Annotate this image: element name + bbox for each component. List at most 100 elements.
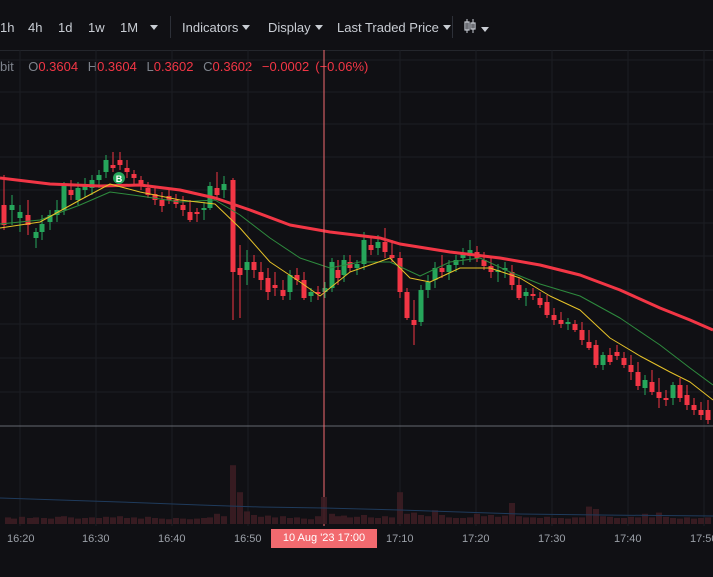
candle-down — [614, 352, 620, 356]
interval-more-dropdown[interactable] — [146, 20, 158, 35]
candle-down — [265, 278, 271, 292]
candle-down — [301, 280, 307, 298]
volume-bar — [425, 516, 431, 524]
volume-bar — [614, 518, 620, 524]
volume-bar — [375, 518, 381, 524]
interval-1w[interactable]: 1w — [88, 20, 105, 35]
close-value: 0.3602 — [212, 59, 253, 74]
volume-bar — [593, 509, 599, 524]
volume-bar — [166, 519, 172, 524]
volume-bar — [82, 518, 88, 524]
chart-type-menu[interactable] — [463, 18, 489, 37]
candle-down — [635, 372, 641, 386]
candle-up — [308, 292, 314, 296]
candle-down — [551, 315, 557, 320]
volume-bar — [321, 497, 327, 524]
candle-down — [607, 355, 613, 362]
candle-down — [663, 398, 669, 400]
low-key: L — [146, 59, 154, 74]
candle-down — [439, 268, 445, 272]
volume-bar — [5, 517, 11, 524]
candle-up — [61, 185, 67, 210]
symbol-source: bit — [0, 59, 14, 74]
price-type-menu[interactable]: Last Traded Price — [337, 20, 451, 35]
ma-mid-line — [0, 191, 713, 386]
candle-down — [335, 270, 341, 278]
toolbar-divider — [452, 16, 453, 38]
display-menu[interactable]: Display — [268, 20, 323, 35]
candle-down — [251, 262, 257, 270]
volume-bar — [530, 517, 536, 524]
candle-up — [103, 160, 109, 172]
candle-down — [516, 285, 522, 298]
candlestick-icon — [464, 19, 476, 33]
candle-up — [354, 264, 360, 268]
candle-down — [68, 190, 74, 195]
candle-down — [124, 168, 130, 172]
candle-down — [488, 266, 494, 272]
volume-bar — [649, 517, 655, 524]
candle-up — [361, 240, 367, 264]
volume-bar — [572, 517, 578, 524]
volume-bar — [495, 516, 501, 524]
change-value: −0.0002 — [261, 59, 310, 74]
candle-up — [39, 224, 45, 232]
candle-up — [375, 242, 381, 248]
price-chart[interactable]: B — [0, 50, 713, 527]
chevron-down-icon — [442, 25, 451, 31]
candle-up — [9, 205, 15, 210]
candle-up — [446, 265, 452, 272]
interval-4h[interactable]: 4h — [28, 20, 43, 35]
volume-bar — [382, 516, 388, 524]
volume-bar — [537, 518, 543, 524]
volume-bar — [48, 518, 54, 524]
volume-bar — [691, 518, 697, 524]
candle-up — [221, 184, 227, 190]
volume-bar — [280, 516, 286, 524]
open-key: O — [28, 59, 39, 74]
interval-1M[interactable]: 1M — [120, 20, 139, 35]
x-tick-label: 16:20 — [7, 533, 35, 545]
volume-bar — [27, 518, 33, 524]
candle-up — [642, 380, 648, 388]
interval-1d[interactable]: 1d — [58, 20, 73, 35]
indicators-menu[interactable]: Indicators — [182, 20, 251, 35]
volume-bar — [411, 512, 417, 524]
candle-down — [572, 324, 578, 330]
volume-bar — [117, 516, 123, 524]
candle-down — [194, 212, 200, 214]
volume-bar — [467, 517, 473, 524]
candle-down — [1, 205, 7, 225]
candle-up — [418, 290, 424, 322]
volume-bar — [621, 518, 627, 524]
candle-down — [347, 262, 353, 268]
low-value: 0.3602 — [153, 59, 194, 74]
candle-up — [201, 208, 207, 210]
candle-down — [530, 294, 536, 296]
volume-bar — [446, 517, 452, 524]
candle-up — [17, 212, 23, 218]
volume-bar — [404, 513, 410, 524]
volume-bar — [347, 517, 353, 524]
candle-up — [244, 262, 250, 270]
candle-down — [152, 194, 158, 200]
candle-down — [397, 258, 403, 292]
interval-1h[interactable]: 1h — [0, 20, 15, 35]
volume-bar — [272, 517, 278, 524]
volume-bar — [308, 519, 314, 524]
candle-down — [145, 188, 151, 195]
candle-down — [537, 298, 543, 305]
candle-down — [389, 255, 395, 258]
volume-bar — [265, 515, 271, 524]
volume-bar — [698, 518, 704, 524]
candle-down — [25, 215, 31, 225]
change-percent: (−0.06%) — [315, 59, 369, 74]
volume-bar — [251, 515, 257, 524]
volume-bar — [600, 516, 606, 524]
candle-down — [698, 410, 704, 415]
candle-down — [382, 242, 388, 252]
volume-bar — [180, 518, 186, 524]
candle-down — [677, 385, 683, 398]
volume-bar — [516, 516, 522, 524]
ohlc-legend: bit O0.3604 H0.3604 L0.3602 C0.3602 −0.0… — [0, 59, 374, 74]
